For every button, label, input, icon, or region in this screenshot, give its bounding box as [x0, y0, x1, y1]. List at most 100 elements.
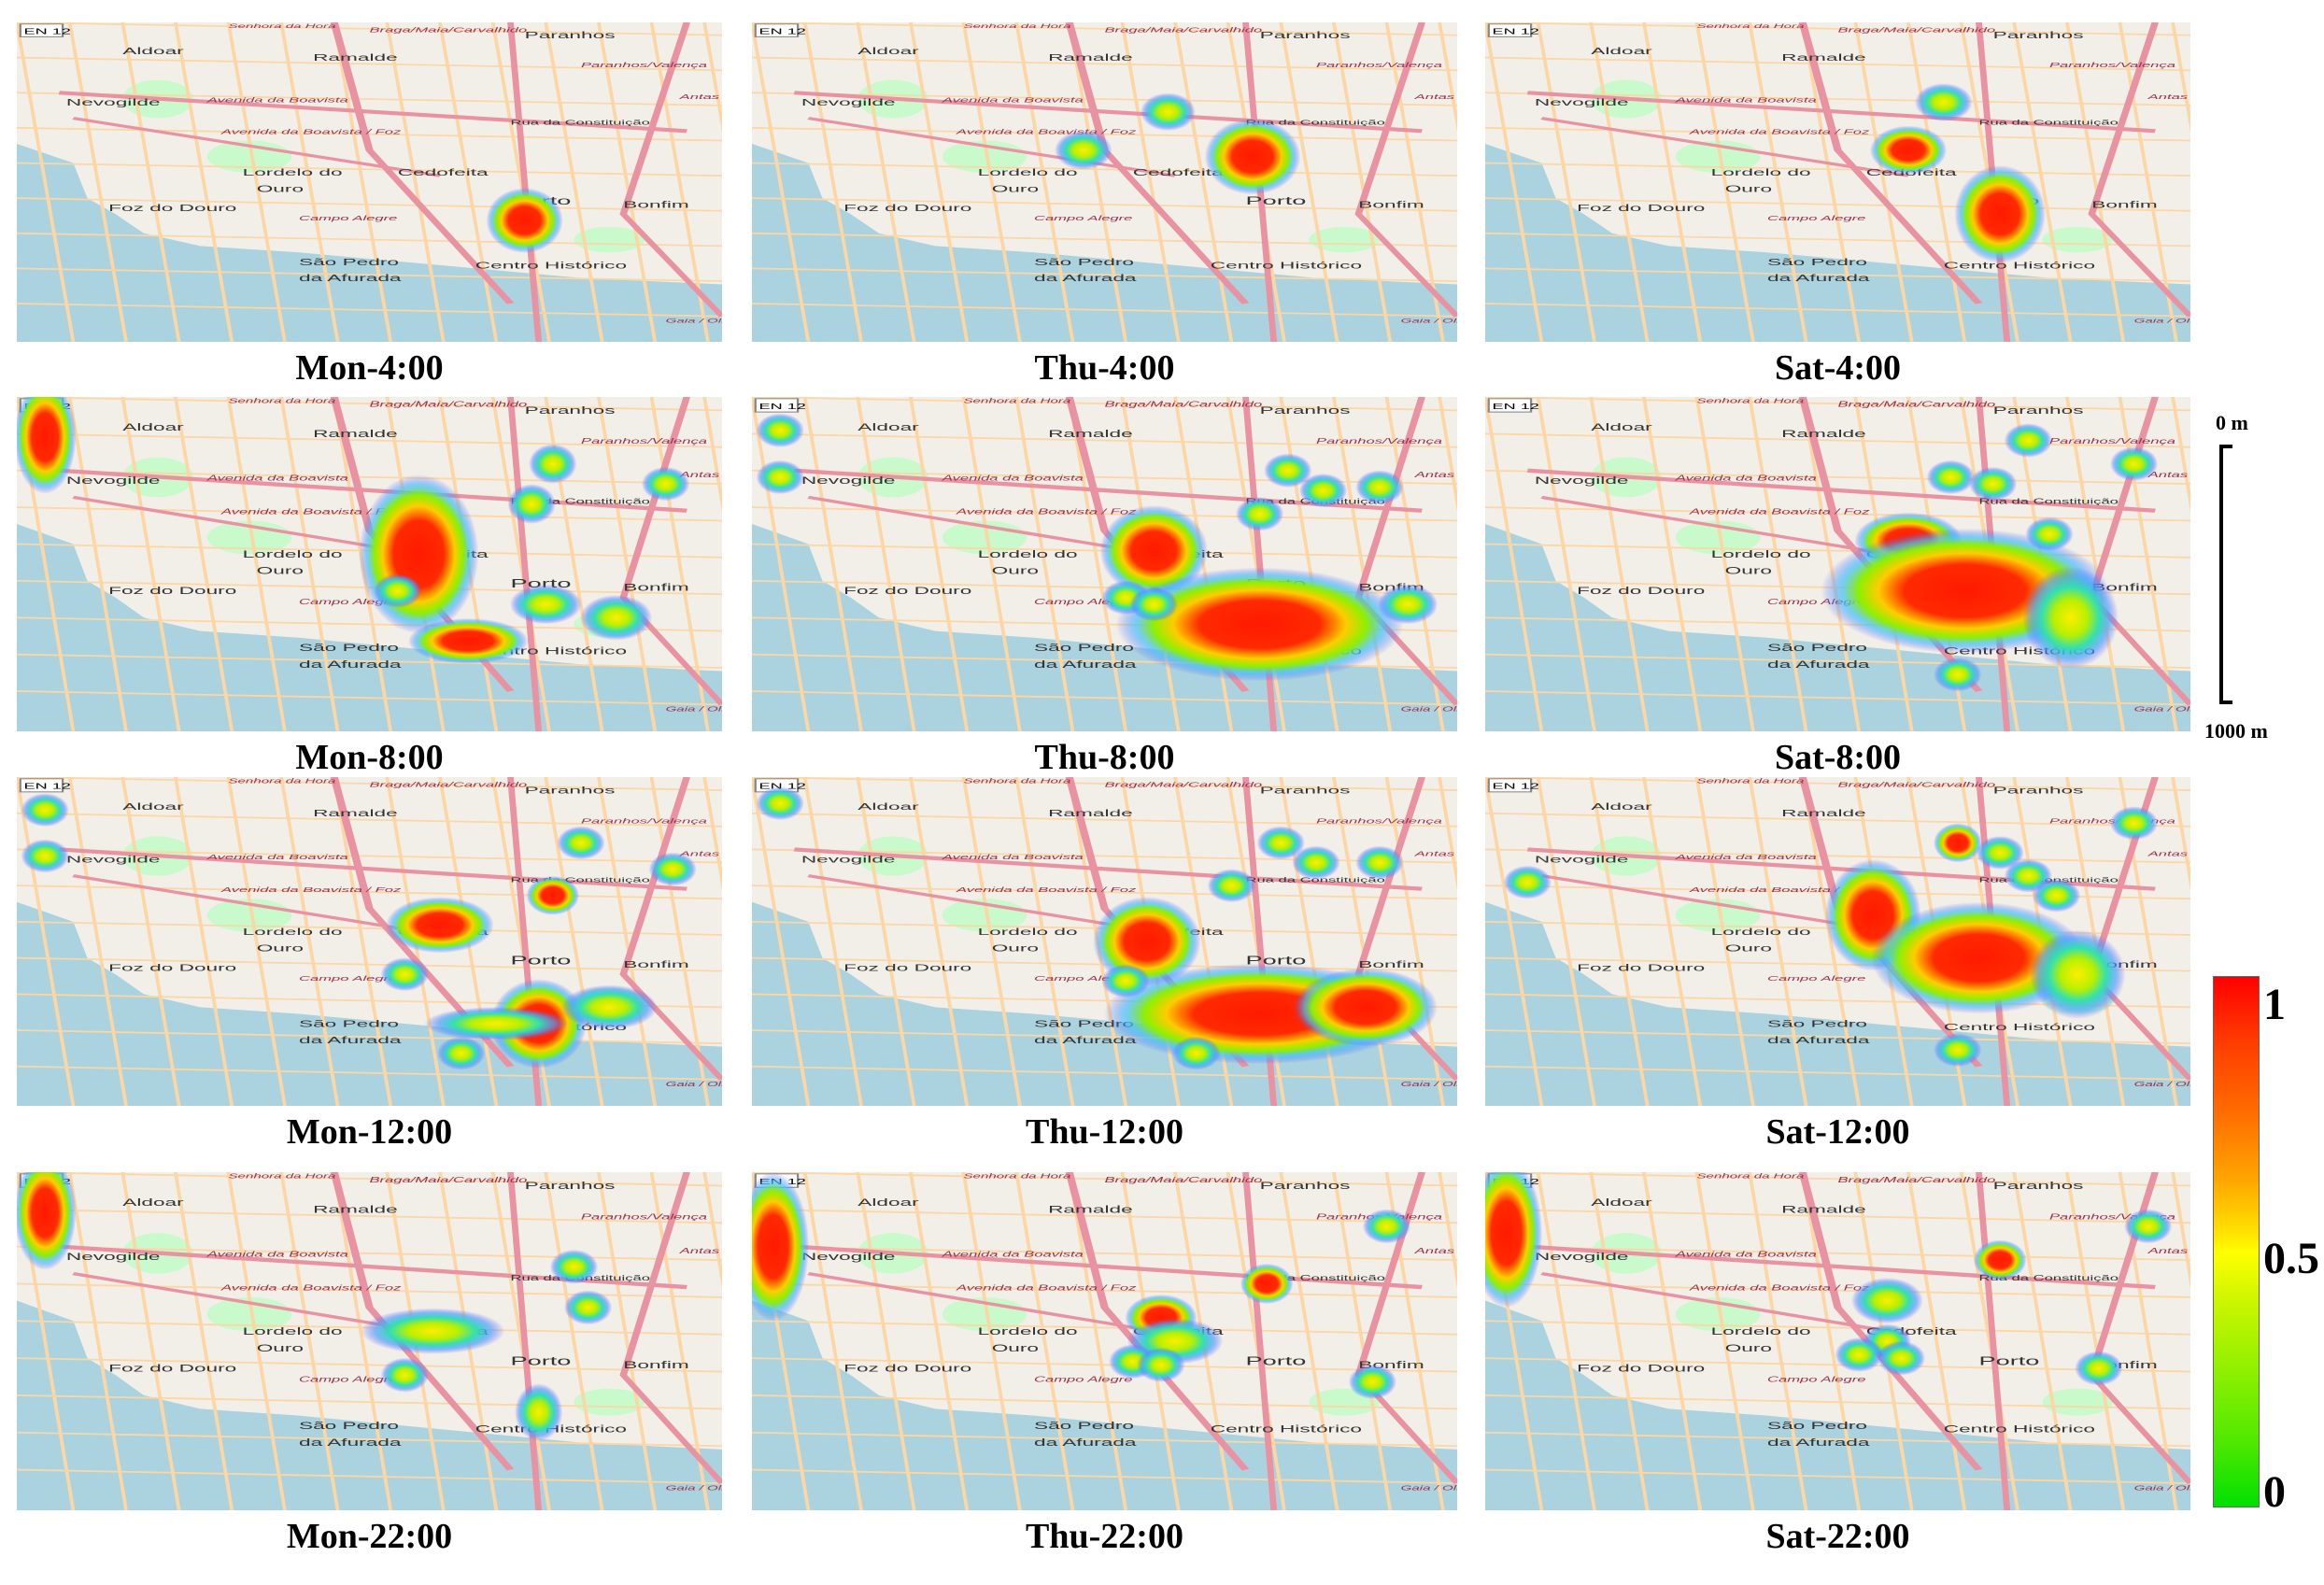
heat-blob [641, 466, 690, 502]
svg-text:Ramalde: Ramalde [1781, 1204, 1866, 1215]
svg-text:EN 12: EN 12 [759, 403, 806, 412]
svg-text:Foz do Douro: Foz do Douro [108, 202, 236, 213]
svg-text:Ouro: Ouro [992, 1342, 1039, 1353]
svg-text:Gaia / Oliveira: Gaia / Oliveira [2134, 318, 2190, 325]
heat-blob [515, 1383, 563, 1441]
svg-text:Campo Alegre: Campo Alegre [299, 1375, 397, 1383]
svg-text:Campo Alegre: Campo Alegre [1034, 598, 1132, 606]
svg-text:São Pedro: São Pedro [299, 257, 399, 268]
svg-text:da Afurada: da Afurada [1767, 273, 1870, 284]
heat-blob [2025, 517, 2074, 552]
svg-text:Foz do Douro: Foz do Douro [843, 586, 971, 597]
svg-text:Paranhos: Paranhos [1993, 785, 2084, 796]
svg-text:Antas: Antas [678, 471, 719, 479]
svg-text:Avenida da Boavista / Foz: Avenida da Boavista / Foz [220, 1283, 402, 1292]
svg-text:Antas: Antas [678, 1247, 719, 1255]
svg-text:Aldoar: Aldoar [122, 421, 184, 432]
heat-blob [21, 839, 69, 873]
svg-text:Ramalde: Ramalde [313, 808, 398, 819]
heat-blob [1976, 836, 2024, 870]
scale-bar: 0 m 1000 m [2204, 411, 2279, 743]
svg-text:Rua da Constituição: Rua da Constituição [511, 118, 650, 126]
scale-bottom-label: 1000 m [2204, 719, 2268, 743]
heat-blob [1129, 587, 1179, 622]
svg-text:Aldoar: Aldoar [1591, 421, 1652, 432]
svg-text:Lordelo do: Lordelo do [1711, 548, 1811, 559]
svg-text:Rua da Constituição: Rua da Constituição [1979, 1274, 2119, 1282]
river-douro [1696, 252, 2190, 317]
svg-text:Paranhos/Valença: Paranhos/Valença [581, 1212, 707, 1221]
svg-text:Ramalde: Ramalde [313, 52, 398, 64]
svg-text:São Pedro: São Pedro [1767, 1018, 1867, 1029]
panel-caption: Sat-22:00 [1765, 1517, 1910, 1556]
svg-text:Centro Histórico: Centro Histórico [1944, 260, 2096, 271]
svg-text:Senhora da Hora: Senhora da Hora [964, 1172, 1071, 1180]
svg-text:EN 12: EN 12 [1493, 403, 1539, 412]
svg-text:Rua da Constituição: Rua da Constituição [1979, 118, 2119, 126]
svg-text:Senhora da Hora: Senhora da Hora [1697, 777, 1805, 785]
svg-text:Cedofeita: Cedofeita [398, 167, 489, 178]
svg-text:Braga/Maia/Carvalhido: Braga/Maia/Carvalhido [1838, 25, 1996, 34]
panel-caption: Mon-22:00 [286, 1517, 453, 1556]
svg-text:Avenida da Boavista: Avenida da Boavista [1675, 1250, 1817, 1258]
heat-blob [1292, 845, 1340, 880]
panel-caption: Thu-4:00 [1034, 348, 1175, 388]
svg-text:Paranhos: Paranhos [1260, 785, 1351, 796]
heat-blob [408, 617, 529, 664]
svg-text:Lordelo do: Lordelo do [1711, 167, 1811, 178]
svg-text:Campo Alegre: Campo Alegre [299, 974, 397, 983]
svg-text:Campo Alegre: Campo Alegre [1767, 598, 1865, 606]
svg-text:Nevogilde: Nevogilde [1535, 854, 1629, 865]
heat-blob [1348, 1364, 1397, 1399]
panel-caption: Sat-8:00 [1774, 738, 1902, 777]
heat-blob [752, 1172, 810, 1322]
svg-text:Aldoar: Aldoar [122, 1196, 184, 1208]
svg-text:Antas: Antas [1413, 92, 1454, 101]
svg-text:Avenida da Boavista / Foz: Avenida da Boavista / Foz [220, 128, 402, 136]
svg-text:Ramalde: Ramalde [313, 1204, 398, 1215]
heat-blob [1055, 130, 1112, 170]
svg-text:EN 12: EN 12 [24, 27, 72, 35]
svg-text:Braga/Maia/Carvalhido: Braga/Maia/Carvalhido [370, 25, 528, 34]
scale-tick-bottom [2219, 701, 2232, 704]
svg-text:Senhora da Hora: Senhora da Hora [229, 22, 337, 30]
heat-blob [557, 826, 605, 860]
svg-text:Avenida da Boavista: Avenida da Boavista [942, 474, 1084, 482]
svg-text:Antas: Antas [1413, 471, 1454, 479]
svg-text:Aldoar: Aldoar [1591, 801, 1652, 813]
city-map: EN 12AldoarRamaldeParanhosNevogildeAveni… [1485, 1172, 2190, 1510]
svg-text:Avenida da Boavista / Foz: Avenida da Boavista / Foz [1689, 1283, 1870, 1292]
heat-blob [1099, 504, 1209, 597]
panel-caption: Thu-22:00 [1026, 1517, 1183, 1556]
svg-text:Paranhos: Paranhos [1260, 404, 1351, 416]
heat-blob [509, 584, 582, 625]
svg-text:Avenida da Boavista / Foz: Avenida da Boavista / Foz [220, 885, 402, 894]
svg-text:Nevogilde: Nevogilde [66, 97, 161, 108]
heat-blob [380, 957, 429, 992]
svg-text:Aldoar: Aldoar [1591, 1196, 1652, 1208]
svg-text:Braga/Maia/Carvalhido: Braga/Maia/Carvalhido [1838, 1176, 1996, 1184]
svg-text:Avenida da Boavista: Avenida da Boavista [942, 1250, 1084, 1258]
svg-text:Antas: Antas [1413, 849, 1454, 857]
svg-text:Lordelo do: Lordelo do [243, 167, 343, 178]
svg-text:Paranhos: Paranhos [525, 1180, 616, 1191]
svg-text:Nevogilde: Nevogilde [66, 474, 161, 486]
svg-text:Rua da Constituição: Rua da Constituição [511, 497, 650, 505]
svg-text:Ramalde: Ramalde [313, 428, 398, 439]
svg-text:Paranhos: Paranhos [1993, 404, 2084, 416]
svg-text:da Afurada: da Afurada [1034, 1035, 1137, 1046]
svg-text:Senhora da Hora: Senhora da Hora [229, 777, 336, 785]
heat-blob [563, 1290, 613, 1325]
svg-text:Nevogilde: Nevogilde [66, 854, 161, 865]
svg-text:Gaia / Oliveira: Gaia / Oliveira [666, 318, 722, 325]
svg-text:Gaia / Oliveira: Gaia / Oliveira [1401, 318, 1457, 325]
heatmap-panel: EN 12AldoarRamaldeParanhosNevogildeAveni… [17, 1172, 722, 1566]
svg-text:da Afurada: da Afurada [1767, 1035, 1870, 1046]
svg-text:Gaia / Oliveira: Gaia / Oliveira [1401, 1484, 1457, 1493]
heat-blob [386, 897, 494, 954]
